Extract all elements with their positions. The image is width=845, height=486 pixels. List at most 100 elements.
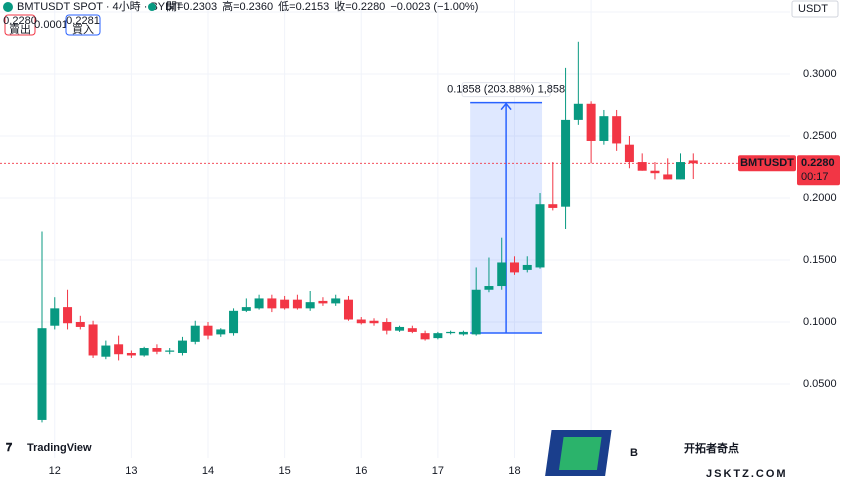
candle-body — [573, 103, 583, 120]
ohlc-item: 開=0.2303 — [166, 0, 217, 13]
candle-body — [688, 160, 698, 164]
candle-body — [612, 116, 622, 144]
candle-body — [88, 324, 98, 356]
y-tick-label: 0.1000 — [803, 316, 837, 328]
market-open-dot — [148, 3, 156, 11]
measure-label-bg — [461, 82, 551, 98]
x-tick-label: 12 — [49, 465, 61, 477]
candle-body — [229, 310, 239, 334]
candle-body — [663, 174, 673, 180]
candle-body — [331, 298, 341, 304]
watermark-title: 开拓者奇点 — [684, 441, 739, 455]
candle-body — [497, 262, 507, 287]
candle-body — [63, 307, 73, 324]
candle-body — [369, 320, 379, 324]
candle-body — [433, 333, 443, 339]
candle-body — [241, 307, 251, 311]
candle-body — [458, 331, 468, 335]
x-tick-label: 16 — [355, 465, 367, 477]
candle-body — [509, 262, 519, 273]
candle-body — [522, 264, 532, 270]
x-tick-label: 15 — [279, 465, 291, 477]
candle-body — [267, 298, 277, 309]
y-tick-label: 0.2500 — [803, 130, 837, 142]
candle-body — [126, 352, 136, 356]
price-axis: 0.05000.10000.15000.20000.25000.30000.35… — [738, 6, 840, 390]
price-tag-symbol: BMTUSDT — [740, 157, 794, 169]
candle-body — [676, 162, 685, 180]
candle-body — [586, 103, 596, 141]
price-tag-countdown: 00:17 — [801, 171, 829, 183]
candle-body — [101, 345, 111, 357]
candle-body — [407, 328, 417, 332]
x-tick-label: 13 — [125, 465, 137, 477]
tv-glyph: 𝟕 — [6, 442, 13, 454]
symbol-title: BMTUSDT SPOT · 4小時 · BYBIT — [17, 0, 183, 13]
watermark-url: JSKTZ.COM — [706, 468, 788, 480]
candle-body — [420, 333, 430, 340]
currency-box[interactable] — [791, 0, 839, 18]
tv-logo: TradingView — [27, 442, 92, 454]
candle-body — [624, 144, 634, 163]
candle-body — [637, 162, 647, 171]
candle-body — [165, 350, 175, 352]
candle-body — [190, 325, 200, 342]
candle-body — [446, 331, 456, 334]
candle-body — [484, 286, 494, 290]
candle-body — [50, 308, 60, 326]
ohlc: 開=0.2303 高=0.2360 低=0.2153 收=0.2280 −0.0023 … — [166, 0, 478, 13]
candle-body — [75, 321, 85, 327]
candle-body — [599, 116, 609, 141]
candle-body — [280, 299, 290, 309]
x-tick-label: 14 — [202, 465, 214, 477]
candle-body — [216, 329, 226, 335]
spread: 0.0001 — [34, 19, 68, 31]
currency[interactable]: USDT — [798, 3, 828, 15]
buy-button[interactable] — [65, 14, 101, 36]
x-tick-label: 17 — [432, 465, 444, 477]
candle-body — [139, 348, 149, 356]
candle-body — [561, 119, 571, 207]
watermark-logo-inner — [558, 437, 602, 470]
price-tag-symbol-bg — [738, 155, 796, 172]
y-tick-label: 0.2000 — [803, 192, 837, 204]
plot: 0.1858 (203.88%) 1,858 — [0, 41, 790, 423]
candle-body — [382, 321, 392, 331]
candle-body — [343, 299, 353, 320]
ohlc-item: 高=0.2360 — [222, 0, 273, 13]
y-tick-label: 0.1500 — [803, 254, 837, 266]
candle-body — [471, 289, 481, 335]
sell-button[interactable] — [4, 14, 36, 36]
candle-body — [548, 204, 558, 208]
y-tick-label: 0.0500 — [803, 378, 837, 390]
watermark: B 开拓者奇点 JSKTZ.COM — [545, 430, 788, 480]
status-dot — [3, 2, 13, 12]
candle-body — [650, 170, 660, 174]
candle-body — [254, 298, 264, 309]
price-tag-price: 0.2280 — [801, 157, 835, 169]
watermark-b: B — [630, 447, 638, 459]
candle-body — [318, 300, 328, 304]
price-tag-bg — [797, 155, 840, 186]
y-tick-label: 0.3000 — [803, 68, 837, 80]
measure-label: 0.1858 (203.88%) 1,858 — [447, 84, 565, 96]
ohlc-item: −0.0023 (−1.00%) — [390, 1, 478, 13]
candle-body — [37, 328, 47, 420]
ohlc-item: 低=0.2153 — [278, 0, 329, 13]
buy-label[interactable]: 買入 — [72, 23, 94, 36]
x-tick-label: 18 — [508, 465, 520, 477]
sell-label[interactable]: 賣出 — [9, 22, 31, 36]
candle-body — [395, 326, 405, 331]
candle-body — [305, 302, 315, 309]
candle-body — [203, 325, 213, 336]
candle-body — [292, 299, 302, 309]
candle-body — [535, 204, 545, 268]
measure-arrowhead — [500, 102, 512, 111]
candle-body — [356, 319, 366, 324]
grid — [0, 0, 790, 458]
candle-body — [177, 340, 187, 353]
sell-price[interactable]: 0.2280 — [3, 15, 37, 27]
buy-price[interactable]: 0.2281 — [66, 15, 100, 27]
ohlc-item: 收=0.2280 — [334, 0, 385, 13]
